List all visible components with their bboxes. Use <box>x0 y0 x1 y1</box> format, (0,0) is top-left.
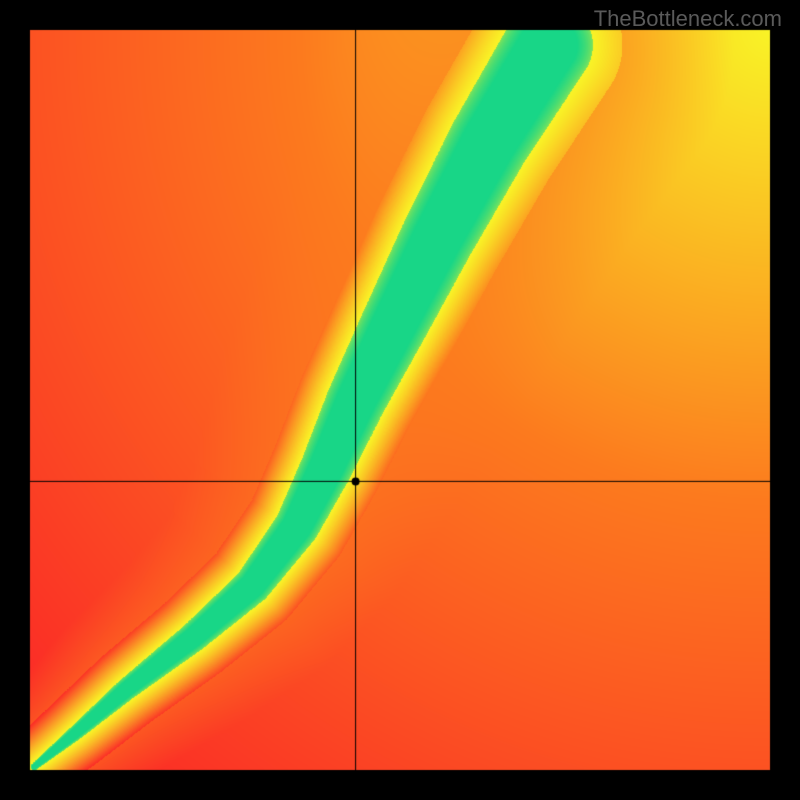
chart-container: TheBottleneck.com <box>0 0 800 800</box>
heatmap-canvas <box>0 0 800 800</box>
watermark-text: TheBottleneck.com <box>594 6 782 32</box>
